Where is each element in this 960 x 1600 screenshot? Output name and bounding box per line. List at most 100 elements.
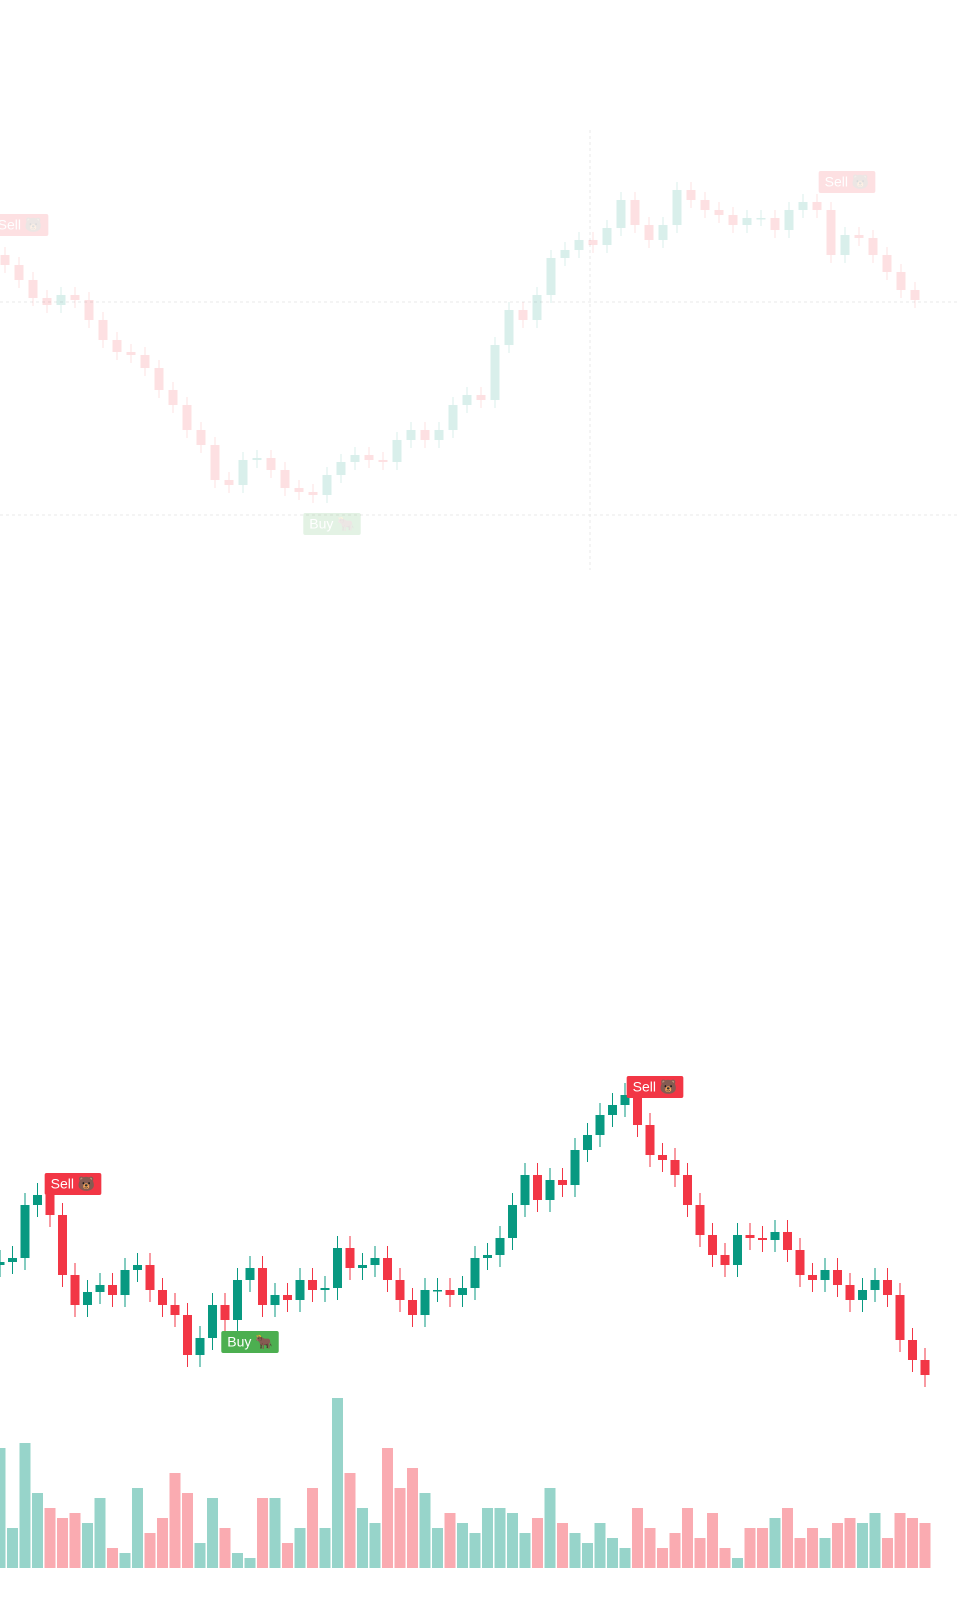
- volume-bar: [732, 1558, 743, 1568]
- candle-body: [570, 1150, 580, 1185]
- candle-body: [770, 218, 780, 230]
- candle-body: [733, 1235, 742, 1265]
- candle-body: [476, 395, 486, 400]
- candle-body: [270, 1295, 280, 1305]
- volume-bar: [607, 1538, 618, 1568]
- volume-bar: [432, 1528, 443, 1568]
- volume-bar: [94, 1498, 106, 1568]
- candle-body: [20, 1205, 30, 1258]
- candle-body: [588, 240, 598, 245]
- volume-bar: [257, 1498, 268, 1568]
- candle-body: [364, 455, 374, 460]
- candle-body: [798, 202, 808, 210]
- volume-bar: [644, 1528, 656, 1568]
- candle-body: [490, 345, 500, 400]
- volume-bar: [344, 1473, 356, 1568]
- volume-bar: [794, 1538, 806, 1568]
- volume-bar: [682, 1508, 693, 1568]
- candle-body: [630, 200, 640, 225]
- candle-body: [245, 1268, 255, 1280]
- candle-body: [770, 1232, 780, 1240]
- candle-body: [532, 295, 542, 320]
- candle-body: [126, 352, 136, 355]
- candle-body: [545, 1180, 555, 1200]
- volume-bar: [669, 1533, 681, 1568]
- volume-bar: [319, 1528, 331, 1568]
- volume-bar: [744, 1528, 756, 1568]
- candle-body: [434, 430, 444, 440]
- candle-body: [406, 430, 416, 440]
- candle-body: [658, 225, 668, 240]
- candle-body: [658, 1155, 667, 1160]
- volume-bar: [882, 1538, 893, 1568]
- candle-body: [458, 1288, 467, 1295]
- candle-chart: Sell 🐻 Sell 🐻 Buy 🐂: [0, 171, 920, 535]
- volume-bar: [57, 1518, 68, 1568]
- crosshair: [0, 130, 960, 570]
- candle-body: [392, 440, 402, 462]
- volume-bar: [532, 1518, 543, 1568]
- volume-bar: [207, 1498, 218, 1568]
- candle-body: [358, 1265, 367, 1268]
- candle-body: [574, 240, 584, 250]
- volume-bar: [82, 1523, 93, 1568]
- candle-body: [858, 1290, 867, 1300]
- volume-bar: [44, 1508, 56, 1568]
- signal-text: Sell 🐻: [51, 1175, 96, 1193]
- volume-bar: [657, 1548, 668, 1568]
- signal-label: Sell 🐻: [818, 171, 876, 193]
- candle-body: [95, 1285, 105, 1292]
- candle-body: [395, 1280, 405, 1300]
- candle-body: [840, 235, 850, 255]
- volume-bar: [869, 1513, 881, 1568]
- signal-badge: [0, 214, 49, 236]
- volume-bar: [594, 1523, 606, 1568]
- candle-body: [448, 405, 458, 430]
- candle-body: [783, 1232, 792, 1250]
- candle-body: [84, 300, 94, 320]
- candle-body: [266, 458, 276, 470]
- candle-body: [345, 1248, 355, 1268]
- candle-body: [133, 1265, 142, 1270]
- candle-body: [33, 1195, 42, 1205]
- candle-body: [0, 1262, 5, 1265]
- candle-body: [224, 480, 234, 485]
- candle-body: [742, 218, 752, 225]
- signal-text: Sell 🐻: [633, 1078, 678, 1096]
- candle-body: [182, 405, 192, 430]
- volume-bar: [219, 1528, 231, 1568]
- candle-body: [258, 1268, 267, 1305]
- candle-body: [420, 1290, 430, 1315]
- candle-body: [795, 1250, 805, 1275]
- candle-body: [433, 1290, 442, 1292]
- volume-bar: [469, 1533, 481, 1568]
- candle-body: [320, 1288, 330, 1290]
- volume-bar: [269, 1498, 281, 1568]
- candle-body: [322, 475, 332, 495]
- candle-body: [602, 228, 612, 245]
- candle-body: [210, 445, 220, 480]
- candle-body: [508, 1205, 517, 1238]
- volume-bar: [332, 1398, 343, 1568]
- candle-body: [854, 235, 864, 238]
- volume-bar: [194, 1543, 206, 1568]
- candle-body: [283, 1295, 292, 1300]
- candle-body: [616, 200, 626, 228]
- volume-bar: [919, 1523, 931, 1568]
- candle-body: [700, 200, 710, 210]
- candle-body: [14, 265, 24, 280]
- candle-body: [608, 1105, 617, 1115]
- candle-body: [784, 210, 794, 230]
- volume-bar: [232, 1553, 243, 1568]
- candle-body: [378, 460, 388, 462]
- candle-body: [620, 1095, 630, 1105]
- candle-body: [728, 215, 738, 225]
- candle-body: [98, 320, 108, 340]
- volume-bar: [519, 1533, 531, 1568]
- candle-body: [196, 430, 206, 445]
- candle-body: [558, 1180, 567, 1185]
- candle-body: [42, 298, 52, 305]
- volume-bar: [769, 1518, 781, 1568]
- candle-body: [158, 1290, 167, 1305]
